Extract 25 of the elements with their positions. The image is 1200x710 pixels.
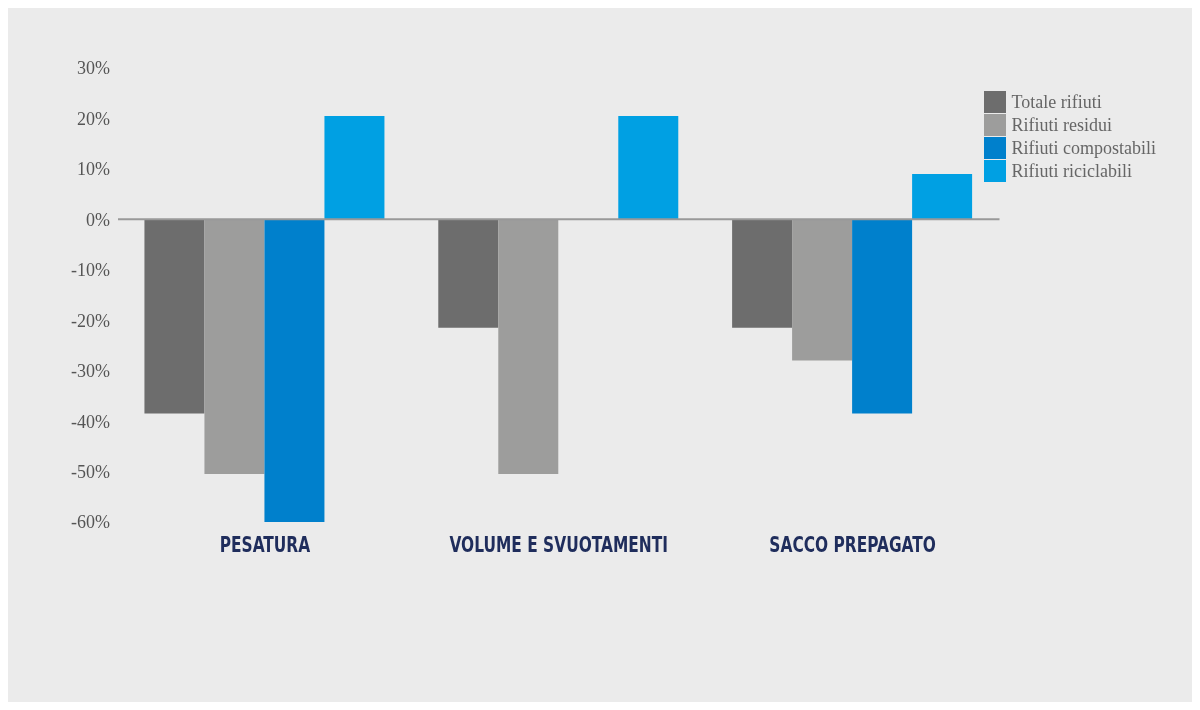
bar [438, 219, 499, 328]
y-tick-label: 10% [77, 159, 110, 180]
legend-label: Totale rifiuti [1011, 91, 1102, 112]
y-tick-label: 0% [86, 209, 110, 230]
bar [852, 219, 913, 414]
bar [732, 219, 793, 328]
y-tick-label: -40% [71, 411, 110, 432]
y-tick-label: 20% [77, 108, 110, 129]
y-tick-label: 30% [77, 58, 110, 79]
bar [912, 173, 973, 220]
bar [144, 219, 205, 414]
bar [264, 219, 325, 522]
y-tick-label: -30% [71, 361, 110, 382]
y-tick-label: -10% [71, 260, 110, 281]
legend-label: Rifiuti riciclabili [1011, 160, 1132, 181]
legend-label: Rifiuti compostabili [1011, 137, 1156, 158]
x-tick-label: PESATURA [219, 531, 311, 558]
y-tick-label: -60% [71, 512, 110, 533]
bar [324, 115, 385, 220]
legend-label: Rifiuti residui [1011, 114, 1112, 135]
x-tick-label: SACCO PREPAGATO [769, 531, 936, 558]
y-tick-label: -50% [71, 461, 110, 482]
y-tick-label: -20% [71, 310, 110, 331]
bar [618, 115, 679, 220]
x-tick-label: VOLUME E SVUOTAMENTI [449, 531, 669, 558]
